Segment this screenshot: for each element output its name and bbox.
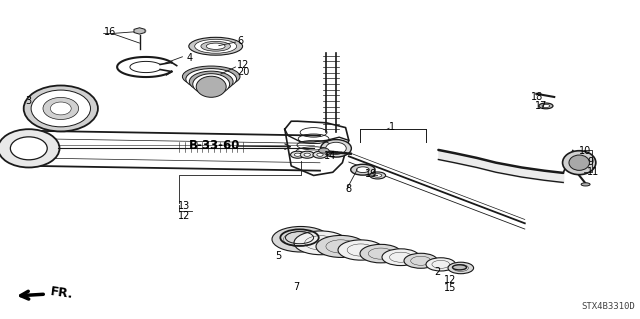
Text: 17: 17 — [535, 101, 547, 111]
Ellipse shape — [201, 41, 230, 51]
Text: 20: 20 — [237, 67, 250, 77]
Ellipse shape — [31, 90, 90, 127]
Ellipse shape — [563, 151, 596, 175]
Ellipse shape — [10, 137, 47, 160]
Text: 15: 15 — [444, 283, 456, 293]
Ellipse shape — [186, 69, 237, 90]
Text: 14: 14 — [324, 151, 336, 161]
Ellipse shape — [0, 129, 60, 167]
Ellipse shape — [360, 244, 402, 263]
Text: 1: 1 — [389, 122, 396, 132]
Text: 6: 6 — [237, 35, 244, 46]
Text: 12: 12 — [444, 275, 456, 286]
Ellipse shape — [581, 183, 590, 186]
Ellipse shape — [426, 258, 456, 271]
Ellipse shape — [569, 155, 589, 170]
Ellipse shape — [304, 153, 310, 156]
Ellipse shape — [373, 174, 381, 177]
Text: 8: 8 — [346, 184, 352, 194]
Ellipse shape — [542, 104, 550, 108]
Ellipse shape — [206, 43, 225, 49]
Ellipse shape — [189, 37, 243, 55]
Text: 12: 12 — [237, 60, 250, 70]
Ellipse shape — [182, 66, 240, 87]
Ellipse shape — [195, 39, 237, 53]
Text: 3: 3 — [26, 96, 32, 106]
Text: 9: 9 — [587, 157, 593, 167]
Text: B-33-60: B-33-60 — [189, 139, 240, 152]
Ellipse shape — [51, 102, 71, 115]
Text: 13: 13 — [178, 201, 190, 211]
Ellipse shape — [24, 85, 98, 131]
Ellipse shape — [370, 172, 385, 179]
Ellipse shape — [291, 151, 305, 158]
Text: 12: 12 — [178, 211, 190, 221]
Text: FR.: FR. — [49, 286, 74, 301]
Ellipse shape — [404, 253, 438, 268]
Text: 18: 18 — [531, 92, 543, 102]
Ellipse shape — [294, 153, 301, 156]
Text: 4: 4 — [187, 53, 193, 63]
Ellipse shape — [338, 240, 383, 260]
Ellipse shape — [196, 76, 226, 97]
Ellipse shape — [448, 262, 474, 274]
Text: 19: 19 — [365, 169, 377, 179]
Ellipse shape — [321, 139, 351, 157]
Text: 11: 11 — [587, 167, 599, 177]
Text: 10: 10 — [579, 145, 591, 156]
Ellipse shape — [272, 226, 330, 252]
Ellipse shape — [326, 142, 346, 154]
Ellipse shape — [193, 74, 230, 95]
Text: 7: 7 — [293, 282, 300, 292]
Text: STX4B3310D: STX4B3310D — [581, 302, 635, 311]
Ellipse shape — [539, 103, 553, 109]
Ellipse shape — [317, 153, 323, 156]
Circle shape — [319, 148, 329, 153]
Ellipse shape — [313, 151, 327, 158]
Ellipse shape — [382, 249, 420, 265]
Text: 2: 2 — [434, 267, 440, 277]
Ellipse shape — [43, 97, 79, 120]
Ellipse shape — [452, 265, 467, 270]
Ellipse shape — [294, 231, 348, 255]
Ellipse shape — [300, 151, 314, 158]
Text: 16: 16 — [104, 27, 116, 37]
Ellipse shape — [356, 167, 369, 173]
Text: 5: 5 — [275, 251, 282, 261]
Ellipse shape — [351, 164, 375, 175]
Ellipse shape — [189, 71, 233, 92]
Ellipse shape — [316, 235, 365, 257]
